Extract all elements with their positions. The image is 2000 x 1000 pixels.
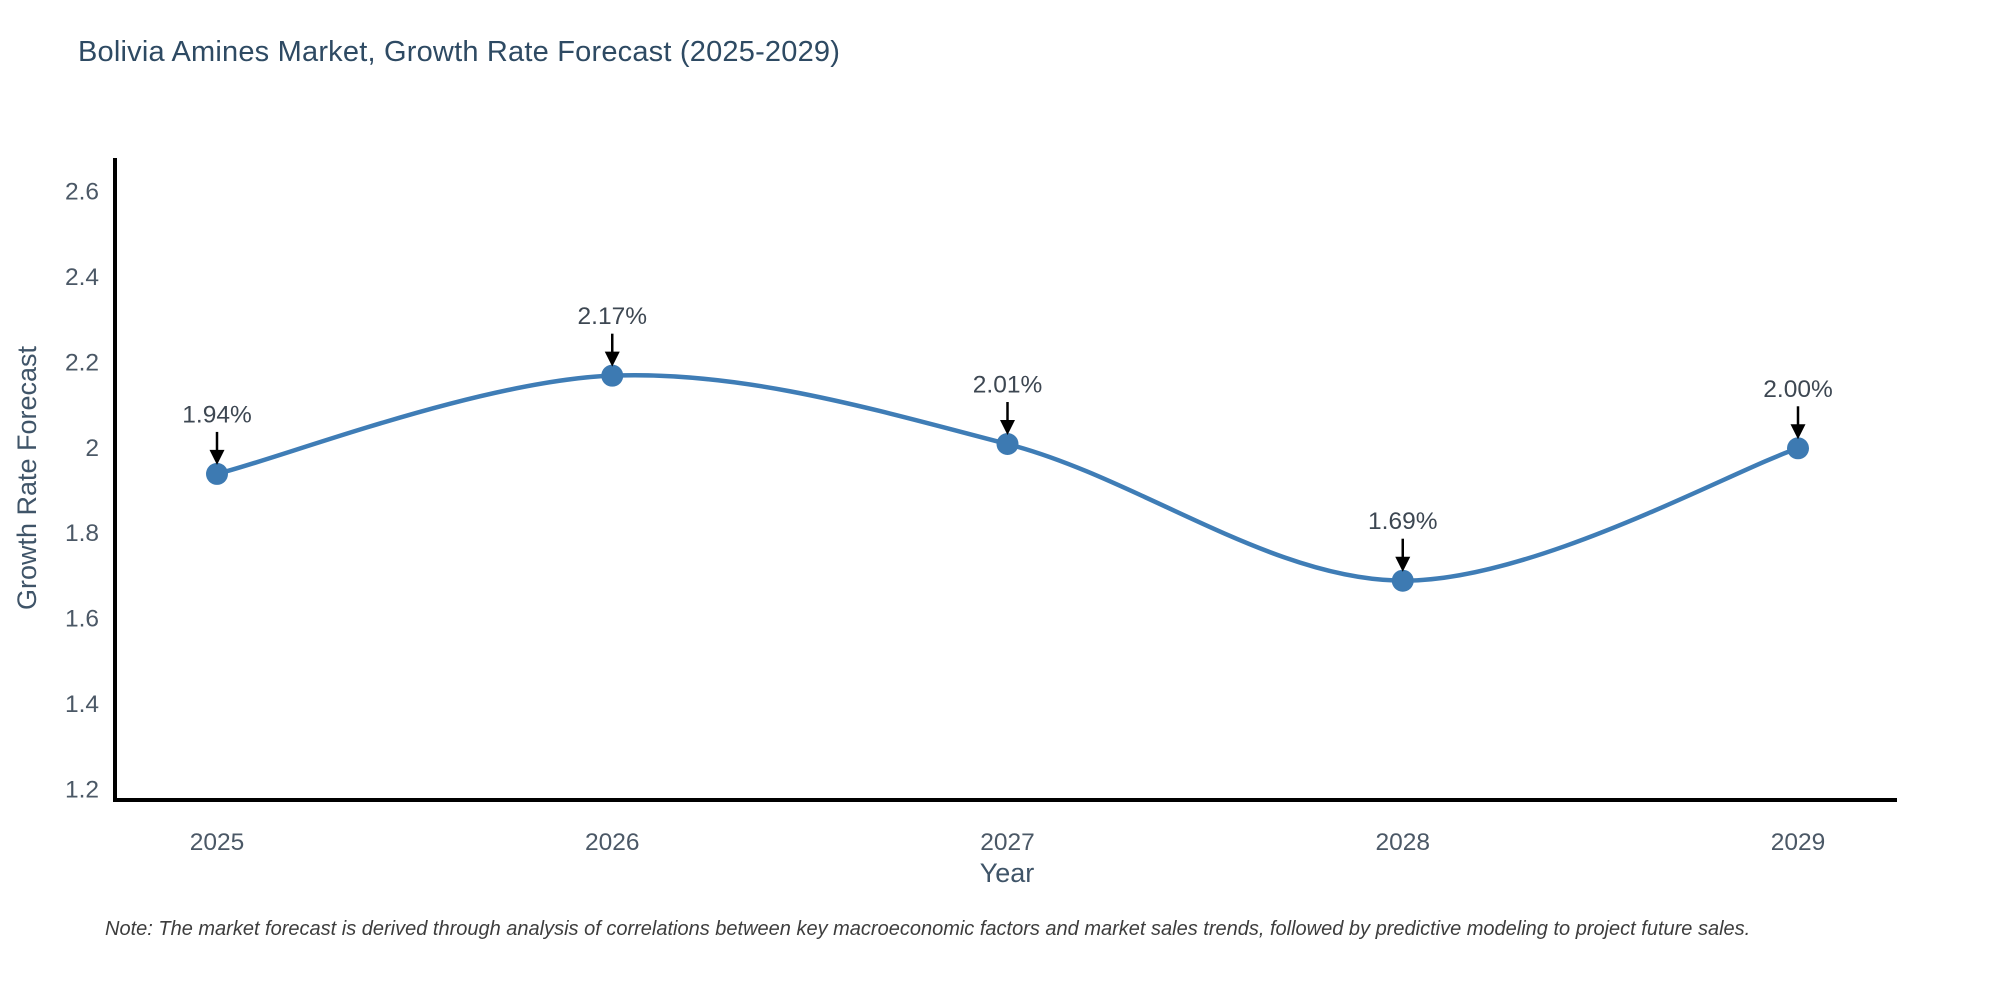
x-tick-label: 2027 — [980, 829, 1035, 856]
data-point-marker — [601, 364, 624, 387]
annotation-label: 1.94% — [182, 401, 251, 428]
y-tick-label: 1.2 — [65, 777, 99, 804]
annotation-label: 2.17% — [578, 303, 647, 330]
y-tick-label: 2.2 — [65, 349, 99, 376]
annotation-label: 1.69% — [1368, 508, 1437, 535]
data-point-marker — [1787, 437, 1809, 460]
annotation-arrow-head — [1790, 424, 1806, 440]
chart-title: Bolivia Amines Market, Growth Rate Forec… — [78, 36, 841, 68]
y-tick-label: 1.6 — [65, 606, 99, 633]
x-tick-label: 2029 — [1771, 829, 1826, 856]
annotation-arrow-head — [604, 351, 620, 367]
annotation-label: 2.01% — [973, 372, 1042, 399]
y-tick-label: 2 — [85, 435, 99, 462]
data-point-marker — [206, 462, 228, 485]
footnote: Note: The market forecast is derived thr… — [105, 918, 1751, 940]
x-tick-label: 2025 — [190, 829, 245, 856]
y-tick-label: 2.4 — [65, 264, 99, 291]
x-tick-label: 2026 — [585, 829, 640, 856]
y-tick-label: 1.8 — [65, 520, 99, 547]
data-point-marker — [1391, 569, 1414, 592]
annotation-label: 2.00% — [1763, 376, 1832, 403]
annotation-arrow-head — [1000, 420, 1015, 436]
y-tick-label: 1.4 — [65, 691, 99, 718]
y-axis-title: Growth Rate Forecast — [12, 345, 42, 610]
x-tick-label: 2028 — [1375, 829, 1430, 856]
y-tick-label: 2.6 — [65, 179, 99, 206]
x-axis-title: Year — [980, 858, 1035, 888]
annotation-arrow-head — [209, 449, 225, 465]
data-point-marker — [996, 433, 1019, 456]
annotation-arrow-head — [1395, 556, 1411, 572]
